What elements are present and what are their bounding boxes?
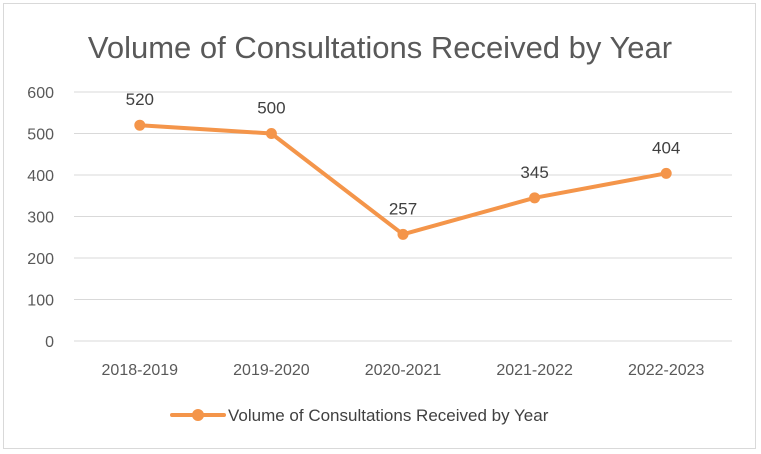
x-tick-label: 2019-2020 — [233, 362, 310, 379]
data-point — [134, 119, 146, 131]
legend: Volume of Consultations Received by Year — [170, 406, 549, 425]
data-point — [529, 192, 541, 204]
y-tick-label: 400 — [27, 168, 54, 185]
y-tick-label: 600 — [27, 85, 54, 102]
x-tick-label: 2022-2023 — [628, 362, 705, 379]
data-point — [660, 167, 672, 179]
chart-frame: Volume of Consultations Received by Year… — [3, 3, 756, 449]
data-label: 345 — [520, 163, 548, 182]
data-point — [397, 228, 409, 240]
x-tick-label: 2021-2022 — [496, 362, 573, 379]
data-label: 404 — [652, 138, 680, 157]
y-axis-ticks: 0 100 200 300 400 500 600 — [27, 85, 54, 351]
legend-marker-icon — [192, 409, 204, 421]
y-tick-label: 0 — [45, 334, 54, 351]
y-tick-label: 100 — [27, 293, 54, 310]
data-labels: 520 500 257 345 404 — [126, 90, 681, 218]
chart-svg: Volume of Consultations Received by Year… — [27, 30, 732, 425]
x-tick-label: 2020-2021 — [365, 362, 442, 379]
data-label: 520 — [126, 90, 154, 109]
legend-label: Volume of Consultations Received by Year — [228, 406, 549, 425]
x-axis-ticks: 2018-2019 2019-2020 2020-2021 2021-2022 2022… — [102, 362, 705, 379]
y-tick-label: 300 — [27, 210, 54, 227]
data-point — [265, 128, 277, 139]
y-tick-label: 200 — [27, 251, 54, 268]
series-line-group — [134, 119, 672, 240]
x-tick-label: 2018-2019 — [102, 362, 179, 379]
gridlines — [74, 91, 732, 342]
data-label: 257 — [389, 199, 417, 218]
y-tick-label: 500 — [27, 127, 54, 144]
chart-title: Volume of Consultations Received by Year — [88, 30, 672, 65]
data-label: 500 — [257, 99, 285, 118]
